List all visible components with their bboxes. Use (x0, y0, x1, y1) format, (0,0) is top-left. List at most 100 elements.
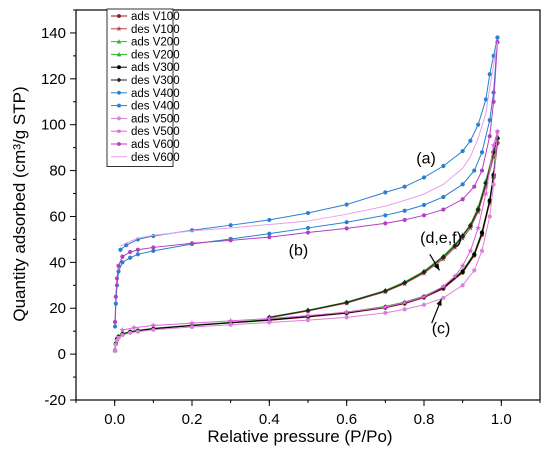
data-point (120, 254, 125, 259)
data-point (228, 238, 233, 243)
data-point (440, 254, 446, 260)
axes: 0.0 0.2 0.4 0.6 0.8 1.0 -20 0 20 40 60 80 100 120 140 (41, 9, 541, 428)
legend-marker (116, 25, 122, 32)
legend-label: ads V300 (131, 62, 180, 74)
data-point (383, 310, 388, 315)
annotation-label: (c) (432, 320, 451, 337)
data-point (151, 327, 156, 332)
data-point (402, 307, 407, 312)
data-point (112, 324, 118, 329)
data-point (113, 342, 118, 347)
x-tick-label: 0.0 (104, 411, 125, 428)
legend-box (106, 8, 174, 168)
data-point (401, 299, 408, 306)
legend-marker (117, 116, 121, 121)
data-point (267, 217, 272, 222)
data-point (267, 231, 272, 236)
data-point (189, 320, 195, 326)
data-point (344, 202, 349, 207)
data-point (135, 252, 140, 257)
data-point (460, 182, 465, 187)
data-point (472, 184, 477, 189)
data-point (495, 35, 500, 40)
data-point (491, 182, 496, 187)
data-point (476, 122, 481, 127)
y-tick-label: 80 (49, 163, 66, 180)
data-point (460, 233, 466, 239)
data-point (112, 319, 118, 325)
data-point (305, 312, 311, 319)
y-tick-label: 120 (41, 71, 66, 88)
data-point (382, 288, 388, 294)
data-point (131, 324, 137, 331)
data-point (114, 276, 120, 281)
annotations: (a) (b) (d,e,f) (c) (289, 151, 462, 338)
legend-label: ads V100 (131, 11, 180, 23)
data-point (472, 168, 477, 173)
data-point (468, 138, 473, 143)
legend-marker (117, 142, 121, 146)
legend-label: des V300 (131, 75, 180, 87)
x-tick-label: 0.6 (336, 411, 357, 428)
series-line (120, 42, 498, 247)
annotation-label: (a) (416, 151, 436, 168)
data-point (344, 299, 350, 306)
data-point (441, 163, 446, 169)
legend-marker (117, 90, 121, 95)
y-tick-label: 40 (49, 254, 66, 271)
legend-marker (116, 128, 122, 134)
plot-area (112, 35, 501, 353)
legend-label: des V500 (131, 126, 180, 138)
data-point (228, 223, 233, 228)
y-tick-label: 140 (41, 25, 66, 42)
data-point (482, 190, 489, 197)
data-point (479, 248, 485, 253)
data-point (487, 214, 492, 219)
data-point (402, 184, 407, 189)
data-point (383, 213, 388, 218)
series-des-v100 (266, 139, 501, 321)
series-line (269, 136, 498, 318)
data-point (467, 247, 474, 254)
data-point (116, 335, 121, 340)
data-point (482, 183, 489, 190)
data-point (491, 99, 496, 104)
data-point (495, 40, 500, 45)
data-point (150, 322, 157, 328)
data-point (460, 283, 465, 288)
data-point (441, 194, 446, 200)
data-point (113, 294, 118, 299)
legend-marker (117, 103, 121, 108)
data-point (382, 303, 389, 310)
data-point (421, 175, 427, 180)
legend-label: ads V200 (131, 37, 180, 49)
data-point (112, 348, 118, 353)
data-point (402, 280, 408, 286)
data-point (118, 247, 123, 252)
data-point (128, 255, 133, 260)
series-des-v300 (266, 135, 501, 321)
data-point (135, 329, 140, 334)
x-tick-label: 0.2 (182, 411, 203, 428)
x-axis-title: Relative pressure (P/Po) (207, 427, 392, 446)
x-tick-label: 0.8 (414, 411, 435, 428)
data-point (479, 230, 485, 235)
data-point (128, 249, 133, 255)
annotation-arrowhead (433, 263, 440, 271)
data-point (459, 262, 466, 269)
data-point (472, 252, 477, 257)
legend-label: ads V500 (131, 113, 180, 125)
data-point (421, 269, 427, 275)
data-point (479, 150, 485, 155)
data-point (440, 283, 447, 289)
series-line (269, 138, 498, 318)
data-point (135, 247, 140, 252)
data-point (189, 324, 195, 330)
legend-marker (116, 39, 122, 44)
data-point (451, 273, 458, 279)
data-point (479, 168, 485, 173)
data-point (305, 230, 311, 235)
data-point (120, 260, 125, 265)
